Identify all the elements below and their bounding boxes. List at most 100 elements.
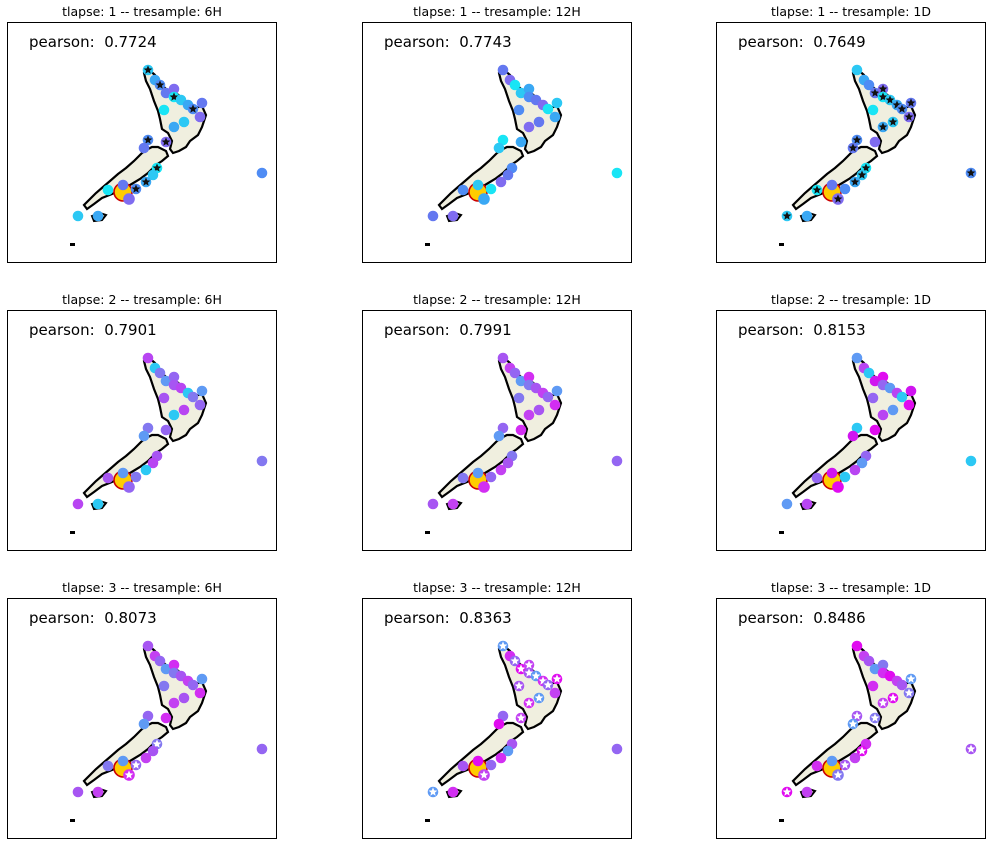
station-marker bbox=[147, 745, 159, 757]
station-marker bbox=[256, 167, 268, 179]
map-frame: pearson: 0.7991 bbox=[362, 310, 632, 551]
station-marker bbox=[781, 498, 793, 510]
station-marker bbox=[523, 409, 535, 421]
nz-map bbox=[779, 352, 977, 534]
significance-star bbox=[812, 185, 822, 194]
significance-star bbox=[143, 135, 153, 144]
nz-map bbox=[70, 640, 268, 822]
station-marker bbox=[478, 193, 490, 205]
station-marker bbox=[196, 97, 208, 109]
outlying-island bbox=[425, 531, 430, 534]
significance-star bbox=[906, 674, 916, 683]
significance-star bbox=[782, 787, 792, 796]
station-marker bbox=[863, 367, 875, 379]
station-marker bbox=[513, 392, 525, 404]
station-marker bbox=[160, 712, 172, 724]
station-marker bbox=[533, 116, 545, 128]
significance-star bbox=[188, 104, 198, 113]
significance-star bbox=[538, 676, 548, 685]
station-marker bbox=[493, 142, 505, 154]
station-marker bbox=[256, 455, 268, 467]
significance-star bbox=[878, 698, 888, 707]
station-marker bbox=[72, 786, 84, 798]
station-marker bbox=[447, 786, 459, 798]
station-marker bbox=[826, 467, 838, 479]
station-marker bbox=[447, 210, 459, 222]
outlying-island bbox=[425, 819, 430, 822]
significance-star bbox=[510, 656, 520, 665]
significance-star bbox=[782, 211, 792, 220]
station-marker bbox=[542, 391, 554, 403]
nz-map bbox=[425, 352, 623, 534]
station-marker bbox=[549, 687, 561, 699]
outlying-island bbox=[779, 243, 784, 246]
significance-star bbox=[552, 674, 562, 683]
nz-map bbox=[70, 64, 268, 246]
station-marker bbox=[140, 464, 152, 476]
map-panel-6: tlapse: 2 -- tresample: 1D pearson: 0.81… bbox=[716, 292, 986, 551]
station-marker bbox=[447, 498, 459, 510]
station-marker bbox=[168, 371, 180, 383]
station-marker bbox=[497, 64, 509, 76]
station-marker bbox=[117, 467, 129, 479]
station-marker bbox=[187, 391, 199, 403]
station-marker bbox=[472, 755, 484, 767]
panel-title: tlapse: 3 -- tresample: 6H bbox=[62, 580, 222, 595]
pearson-label: pearson: 0.8363 bbox=[384, 609, 512, 627]
station-marker bbox=[849, 464, 861, 476]
station-marker bbox=[147, 457, 159, 469]
station-marker bbox=[551, 97, 563, 109]
map-frame: pearson: 0.8153 bbox=[716, 310, 986, 551]
station-marker bbox=[158, 392, 170, 404]
pearson-label: pearson: 0.8153 bbox=[738, 321, 866, 339]
significance-star bbox=[966, 744, 976, 753]
map-frame: pearson: 0.8363 bbox=[362, 598, 632, 839]
panel-title: tlapse: 3 -- tresample: 12H bbox=[413, 580, 581, 595]
station-marker bbox=[160, 375, 172, 387]
significance-star bbox=[516, 713, 526, 722]
station-marker bbox=[160, 424, 172, 436]
significance-star bbox=[141, 177, 151, 186]
significance-star bbox=[840, 760, 850, 769]
station-marker bbox=[869, 663, 881, 675]
station-marker bbox=[509, 367, 521, 379]
significance-star bbox=[833, 770, 843, 779]
station-marker bbox=[123, 481, 135, 493]
station-marker bbox=[515, 136, 527, 148]
station-marker bbox=[851, 640, 863, 652]
station-marker bbox=[485, 183, 497, 195]
pearson-label: pearson: 0.8486 bbox=[738, 609, 866, 627]
station-marker bbox=[515, 87, 527, 99]
station-marker bbox=[847, 430, 859, 442]
significance-star bbox=[885, 95, 895, 104]
station-marker bbox=[138, 142, 150, 154]
station-marker bbox=[472, 179, 484, 191]
pearson-label: pearson: 0.7724 bbox=[29, 33, 157, 51]
station-marker bbox=[117, 755, 129, 767]
pearson-label: pearson: 0.7901 bbox=[29, 321, 157, 339]
station-marker bbox=[533, 404, 545, 416]
outlying-island bbox=[70, 531, 75, 534]
outlying-island bbox=[779, 819, 784, 822]
significance-star bbox=[524, 698, 534, 707]
station-marker bbox=[839, 471, 851, 483]
significance-star bbox=[498, 641, 508, 650]
significance-star bbox=[904, 688, 914, 697]
station-marker bbox=[502, 457, 514, 469]
station-marker bbox=[877, 371, 889, 383]
station-marker bbox=[542, 103, 554, 115]
station-marker bbox=[611, 167, 623, 179]
map-panel-7: tlapse: 3 -- tresample: 6H pearson: 0.80… bbox=[7, 580, 277, 839]
significance-star bbox=[904, 112, 914, 121]
significance-star bbox=[857, 170, 867, 179]
outlying-island bbox=[70, 819, 75, 822]
station-marker bbox=[896, 679, 908, 691]
station-marker bbox=[867, 104, 879, 116]
station-marker bbox=[102, 472, 114, 484]
station-marker bbox=[549, 399, 561, 411]
station-marker bbox=[142, 422, 154, 434]
significance-star bbox=[169, 92, 179, 101]
station-marker bbox=[551, 385, 563, 397]
significance-star bbox=[152, 163, 162, 172]
station-marker bbox=[196, 673, 208, 685]
